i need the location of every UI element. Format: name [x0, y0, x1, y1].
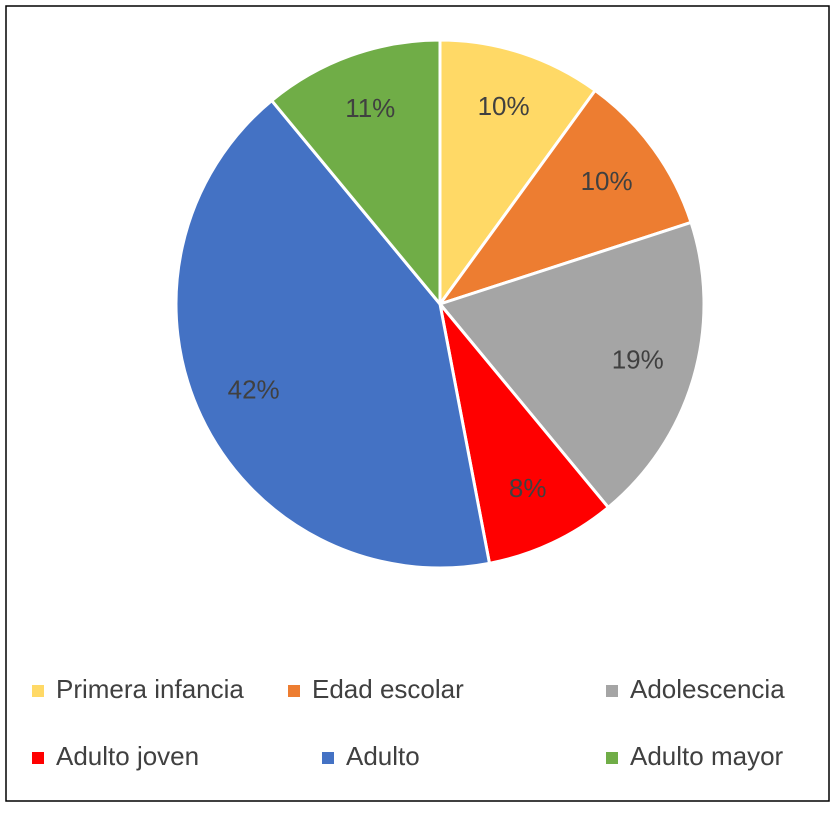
- data-label: 10%: [581, 166, 633, 196]
- legend-swatch: [606, 685, 618, 697]
- legend-label: Primera infancia: [56, 674, 244, 704]
- legend-label: Adulto joven: [56, 741, 199, 771]
- legend-swatch: [32, 685, 44, 697]
- data-label: 19%: [612, 344, 664, 374]
- legend-label: Adolescencia: [630, 674, 785, 704]
- pie-slice: [438, 38, 598, 309]
- data-label: 8%: [509, 473, 547, 503]
- data-label: 10%: [478, 91, 530, 121]
- pie-slice: [436, 88, 693, 307]
- legend-swatch: [322, 752, 334, 764]
- pie-slice: [269, 38, 442, 309]
- pie-slice: [438, 303, 611, 566]
- legend-label: Adulto: [346, 741, 420, 771]
- legend-label: Edad escolar: [312, 674, 464, 704]
- data-label: 42%: [228, 375, 280, 405]
- pie-slice: [174, 98, 492, 570]
- data-label: 11%: [345, 93, 395, 123]
- legend-label: Adulto mayor: [630, 741, 784, 771]
- pie-slice: [437, 220, 706, 510]
- legend-swatch: [606, 752, 618, 764]
- legend-swatch: [32, 752, 44, 764]
- legend-swatch: [288, 685, 300, 697]
